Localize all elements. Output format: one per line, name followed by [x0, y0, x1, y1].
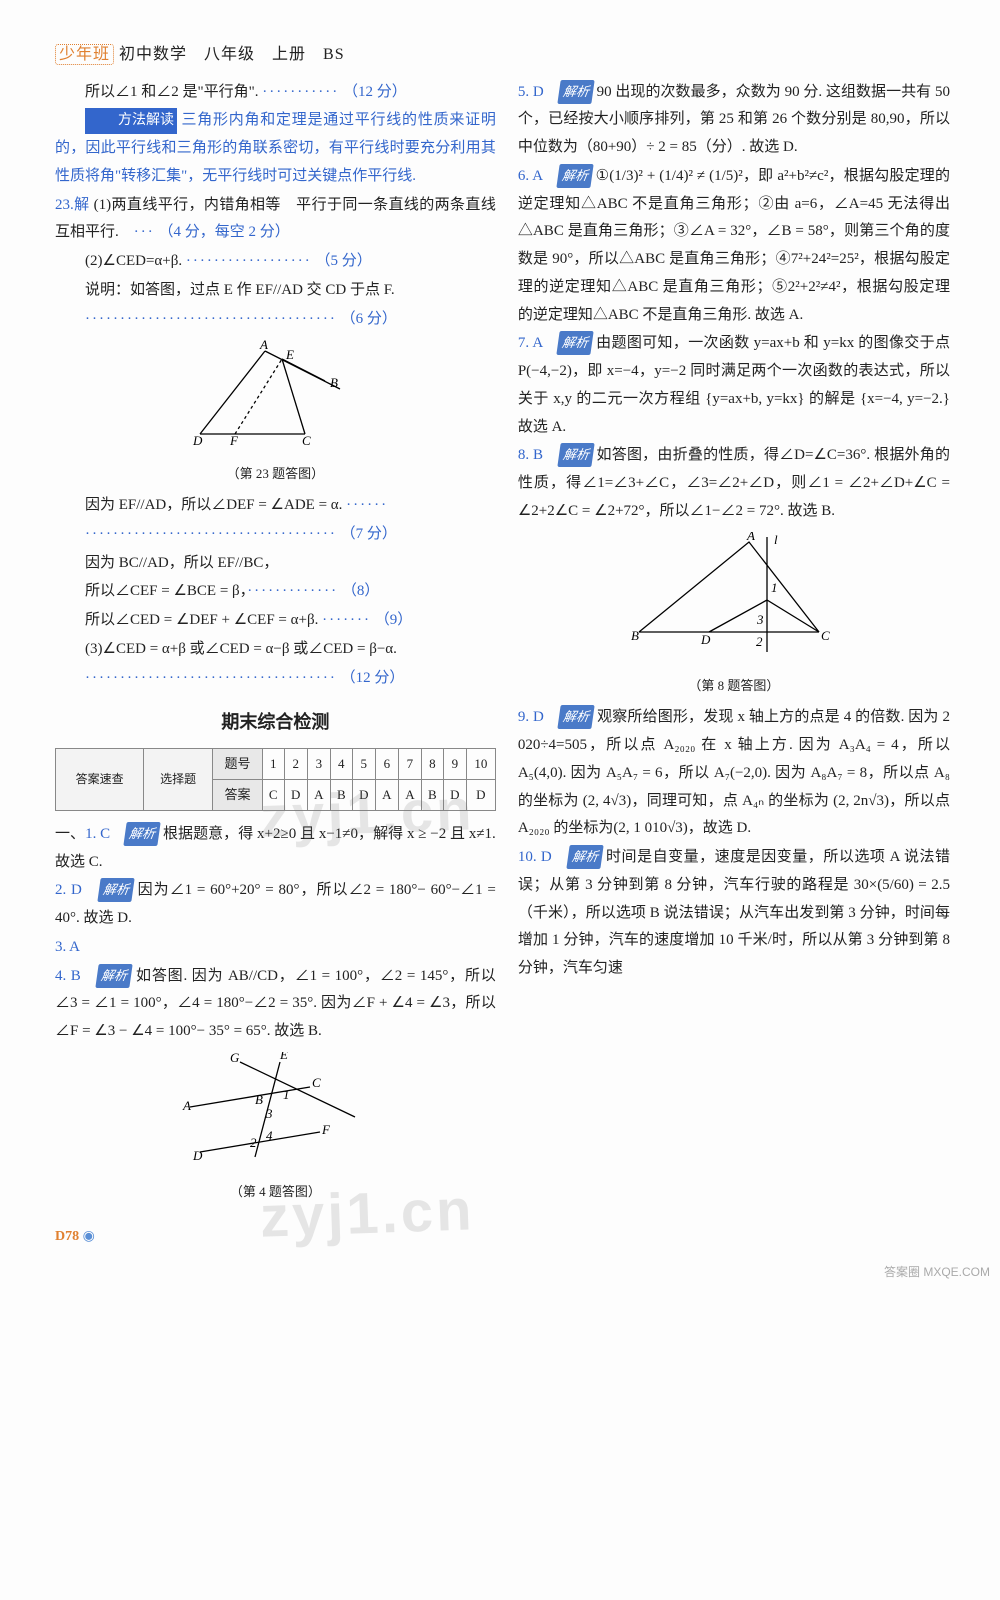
figure-4: A C G D F E B 1 3 4 2 （第 4 题答图）: [55, 1052, 496, 1204]
svg-text:C: C: [302, 433, 311, 448]
text-line: 所以∠CED = ∠DEF + ∠CEF = α+β. ······· （9）: [55, 607, 496, 635]
svg-text:B: B: [255, 1092, 263, 1107]
table-side-label: 答案速查: [56, 748, 144, 810]
svg-text:B: B: [631, 628, 639, 643]
right-column: 5. D 解析 90 出现的次数最多，众数为 90 分. 这组数据一共有 50 …: [518, 78, 950, 1210]
svg-text:4: 4: [266, 1128, 273, 1143]
text-line: (2)∠CED=α+β. ·················· （5 分）: [55, 248, 496, 276]
svg-text:B: B: [330, 375, 338, 390]
figure-8: A l B C D 1 3 2 （第 8 题答图）: [518, 532, 950, 699]
question-5: 5. D 解析 90 出现的次数最多，众数为 90 分. 这组数据一共有 50 …: [518, 79, 950, 162]
figure-caption: （第 8 题答图）: [518, 674, 950, 698]
text-line: (3)∠CED = α+β 或∠CED = α−β 或∠CED = β−α.: [55, 636, 496, 664]
answer-quick-table: 答案速查 选择题 题号 12 34 56 78 910 答案 CD AB DA …: [55, 748, 496, 811]
question-9: 9. D 解析 观察所给图形，发现 x 轴上方的点是 4 的倍数. 因为 2 0…: [518, 704, 950, 843]
method-label: 方法解读: [85, 108, 177, 134]
svg-text:G: G: [230, 1052, 240, 1065]
score-line: ···································· （7 …: [55, 521, 496, 549]
two-column-layout: 所以∠1 和∠2 是"平行角". ··········· （12 分） 方法解读…: [55, 78, 950, 1210]
text-line: 因为 EF//AD，所以∠DEF = ∠ADE = α. ······: [55, 492, 496, 520]
score-line: ···································· （12…: [55, 665, 496, 693]
question-7: 7. A 解析 由题图可知，一次函数 y=ax+b 和 y=kx 的图像交于点 …: [518, 330, 950, 441]
svg-text:3: 3: [756, 612, 764, 627]
svg-text:l: l: [774, 532, 778, 547]
svg-text:D: D: [192, 433, 203, 448]
text-line: 所以∠CEF = ∠BCE = β，············· （8）: [55, 578, 496, 606]
header-text: 初中数学 八年级 上册 BS: [119, 46, 345, 63]
figure-caption: （第 23 题答图）: [55, 462, 496, 486]
question-4: 4. B 解析 如答图. 因为 AB//CD，∠1 = 100°，∠2 = 14…: [55, 963, 496, 1046]
question-1: 一、1. C 解析 根据题意，得 x+2≥0 且 x−1≠0，解得 x ≥ −2…: [55, 821, 496, 877]
section-title: 期末综合检测: [55, 706, 496, 739]
svg-text:C: C: [312, 1075, 321, 1090]
method-paragraph: 方法解读 三角形内角和定理是通过平行线的性质来证明的，因此平行线和三角形的角联系…: [55, 107, 496, 190]
svg-text:3: 3: [265, 1106, 273, 1121]
svg-text:C: C: [821, 628, 830, 643]
svg-text:F: F: [321, 1122, 331, 1137]
svg-text:A: A: [182, 1098, 191, 1113]
question-10: 10. D 解析 时间是自变量，速度是因变量，所以选项 A 说法错误；从第 3 …: [518, 844, 950, 983]
question-6: 6. A 解析 ①(1/3)² + (1/4)² ≠ (1/5)²，即 a²+b…: [518, 163, 950, 330]
question-23: 23.解 (1)两直线平行，内错角相等 平行于同一条直线的两条直线互相平行. ·…: [55, 192, 496, 248]
brand-badge: 少年班: [55, 44, 114, 65]
corner-watermark: 答案圈 MXQE.COM: [884, 1265, 990, 1279]
svg-text:A: A: [746, 532, 755, 543]
svg-text:F: F: [229, 433, 239, 448]
question-8: 8. B 解析 如答图，由折叠的性质，得∠D=∠C=36°. 根据外角的性质，得…: [518, 442, 950, 525]
page-number: D78 ◉: [55, 1224, 950, 1250]
page-header: 少年班 初中数学 八年级 上册 BS: [55, 40, 950, 70]
svg-text:1: 1: [771, 580, 778, 595]
figure-caption: （第 4 题答图）: [55, 1180, 496, 1204]
figure-23: A E B D F C （第 23 题答图）: [55, 339, 496, 486]
svg-text:2: 2: [250, 1135, 257, 1150]
text-line: 所以∠1 和∠2 是"平行角". ··········· （12 分）: [55, 79, 496, 107]
table-side-label: 选择题: [144, 748, 213, 810]
question-3: 3. A: [55, 934, 496, 962]
text-line: 说明：如答图，过点 E 作 EF//AD 交 CD 于点 F.: [55, 277, 496, 305]
svg-text:D: D: [192, 1148, 203, 1163]
question-2: 2. D 解析 因为∠1 = 60°+20° = 80°，所以∠2 = 180°…: [55, 877, 496, 933]
score-line: ···································· （6 …: [55, 306, 496, 334]
svg-text:A: A: [259, 339, 268, 352]
svg-text:E: E: [279, 1052, 288, 1062]
svg-text:1: 1: [283, 1087, 290, 1102]
svg-text:D: D: [700, 632, 711, 647]
svg-text:2: 2: [756, 634, 763, 649]
left-column: 所以∠1 和∠2 是"平行角". ··········· （12 分） 方法解读…: [55, 78, 496, 1210]
text-line: 因为 BC//AD，所以 EF//BC，: [55, 550, 496, 578]
svg-text:E: E: [285, 347, 294, 362]
